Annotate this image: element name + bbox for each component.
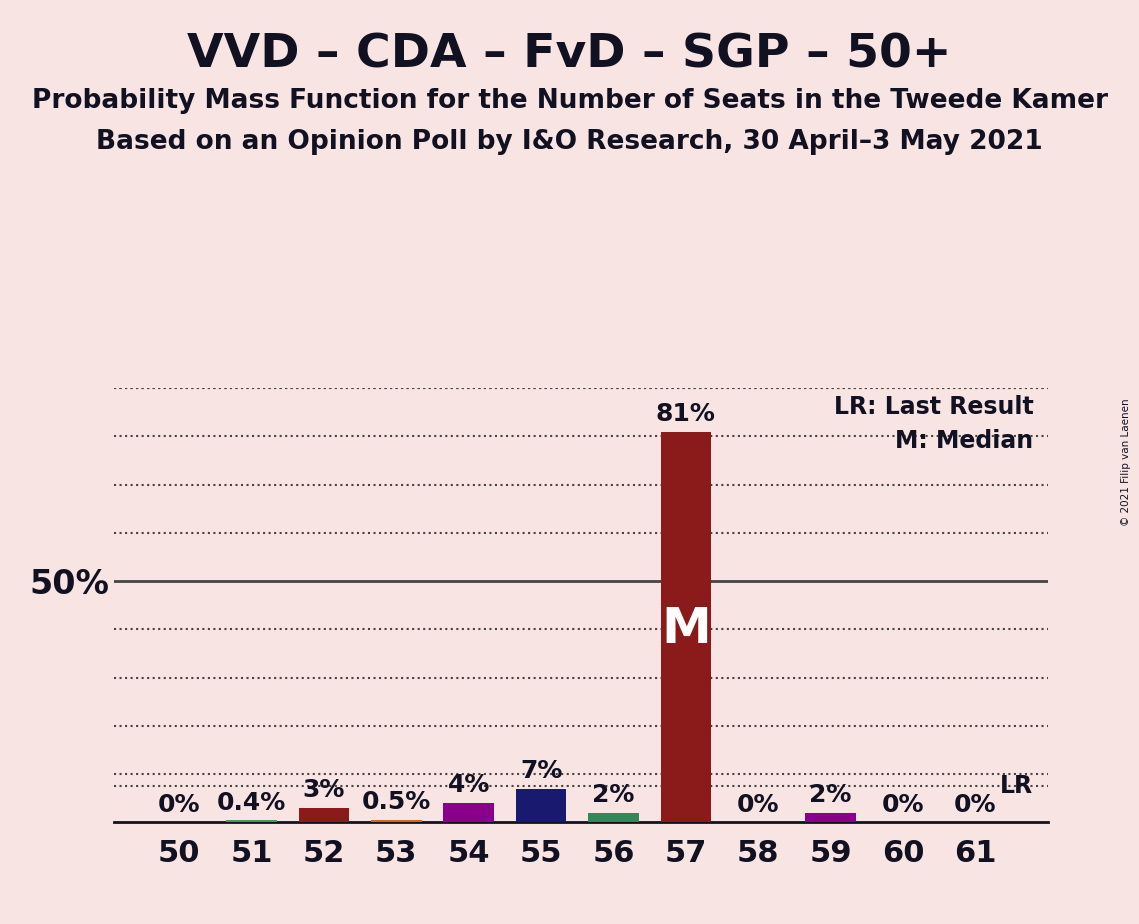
Text: Probability Mass Function for the Number of Seats in the Tweede Kamer: Probability Mass Function for the Number… (32, 88, 1107, 114)
Text: 4%: 4% (448, 773, 490, 797)
Text: 7%: 7% (519, 759, 563, 783)
Text: M: M (661, 605, 711, 653)
Text: 2%: 2% (810, 783, 852, 807)
Text: 0%: 0% (954, 793, 997, 817)
Text: 0%: 0% (158, 793, 200, 817)
Text: 81%: 81% (656, 402, 715, 426)
Text: 0%: 0% (737, 793, 779, 817)
Text: LR: LR (1000, 774, 1033, 798)
Bar (227, 821, 277, 822)
Text: 0%: 0% (882, 793, 925, 817)
Bar (443, 803, 494, 822)
Bar (661, 432, 711, 822)
Text: 0.4%: 0.4% (216, 791, 286, 815)
Text: M: Median: M: Median (895, 429, 1033, 453)
Text: VVD – CDA – FvD – SGP – 50+: VVD – CDA – FvD – SGP – 50+ (187, 32, 952, 78)
Text: 2%: 2% (592, 783, 634, 807)
Text: © 2021 Filip van Laenen: © 2021 Filip van Laenen (1121, 398, 1131, 526)
Text: 0.5%: 0.5% (362, 790, 431, 814)
Bar (516, 788, 566, 822)
Text: Based on an Opinion Poll by I&O Research, 30 April–3 May 2021: Based on an Opinion Poll by I&O Research… (96, 129, 1043, 155)
Bar (371, 820, 421, 822)
Bar (805, 813, 857, 822)
Bar (588, 813, 639, 822)
Text: 3%: 3% (303, 778, 345, 802)
Bar (298, 808, 350, 822)
Text: LR: Last Result: LR: Last Result (834, 395, 1033, 419)
